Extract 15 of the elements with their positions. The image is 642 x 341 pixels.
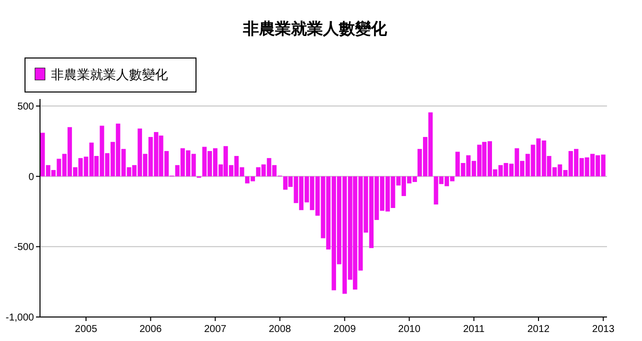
x-tick-label: 2012 [527, 324, 550, 335]
chart-title: 非農業就業人數變化 [242, 20, 388, 38]
x-tick-label: 2008 [268, 324, 292, 335]
x-tick-label: 2013 [592, 324, 615, 335]
x-tick-label: 2006 [140, 324, 162, 335]
x-tick-label: 2005 [74, 324, 98, 335]
x-tick-label: 2007 [204, 324, 227, 335]
x-tick-label: 2010 [398, 324, 421, 335]
y-tick-label: 0 [28, 172, 34, 183]
y-tick-label: 500 [17, 102, 34, 113]
y-tick-label: -1,000 [6, 312, 34, 324]
legend-label: 非農業就業人數變化 [51, 67, 168, 82]
x-tick-label: 2011 [463, 324, 486, 335]
x-tick-label: 2009 [334, 324, 356, 335]
y-tick-label: -500 [14, 242, 34, 254]
